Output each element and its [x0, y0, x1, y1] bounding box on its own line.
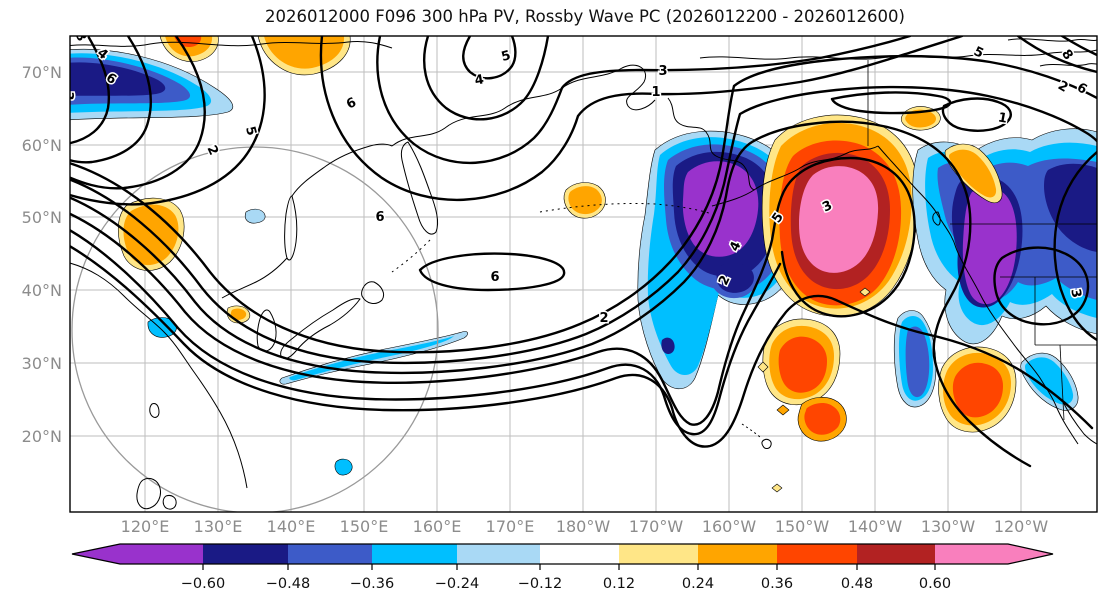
contour-label: 4 — [474, 72, 486, 88]
lon-tick-label: 160°E — [413, 517, 462, 536]
contour-label: 3 — [1067, 288, 1083, 300]
lat-tick-label: 30°N — [22, 354, 62, 373]
coastlines — [70, 38, 1097, 510]
colorbar-tick-label: 0.12 — [603, 576, 635, 592]
lat-tick-label: 60°N — [22, 136, 62, 155]
contour-label: 3 — [60, 91, 75, 100]
colorbar-tick-label: −0.48 — [266, 576, 310, 592]
colorbar: −0.60 −0.48 −0.36 −0.24 −0.12 0.12 0.24 … — [71, 543, 1054, 592]
colorbar-tick-label: −0.24 — [435, 576, 479, 592]
contour-label: 3 — [658, 64, 667, 79]
colorbar-right-arrow — [935, 544, 1053, 564]
lon-tick-label: 170°E — [486, 517, 535, 536]
contour-label: 1 — [651, 85, 660, 100]
lon-tick-label: 150°E — [340, 517, 389, 536]
colorbar-tick-label: 0.48 — [841, 576, 873, 592]
lon-tick-label: 170°W — [629, 517, 684, 536]
pv-contour-lines — [70, 36, 1097, 468]
latitude-axis: 70°N 60°N 50°N 40°N 30°N 20°N — [22, 63, 62, 446]
colorbar-tick-label: −0.12 — [518, 576, 562, 592]
lon-tick-label: 130°E — [194, 517, 243, 536]
lat-tick-label: 40°N — [22, 281, 62, 300]
lon-tick-label: 120°W — [994, 517, 1049, 536]
contour-label: 6 — [375, 210, 384, 225]
colorbar-tick-label: 0.36 — [761, 576, 793, 592]
contour-label: 6 — [490, 270, 499, 285]
verification-region-circle — [71, 146, 439, 512]
colorbar-tick-label: 0.60 — [919, 576, 951, 592]
contour-label: 2 — [599, 311, 608, 326]
lon-tick-label: 130°W — [921, 517, 976, 536]
lon-tick-label: 180°W — [556, 517, 611, 536]
chart-title: 2026012000 F096 300 hPa PV, Rossby Wave … — [265, 7, 905, 26]
lon-tick-label: 140°W — [848, 517, 903, 536]
lat-tick-label: 70°N — [22, 63, 62, 82]
contour-label: 8 — [71, 29, 88, 44]
contour-label: 1 — [997, 110, 1009, 126]
longitude-axis: 120°E 130°E 140°E 150°E 160°E 170°E 180°… — [121, 517, 1049, 536]
lon-tick-label: 150°W — [775, 517, 830, 536]
lat-tick-label: 20°N — [22, 427, 62, 446]
shaded-anomaly-fields — [70, 36, 1097, 493]
colorbar-tick-labels: −0.60 −0.48 −0.36 −0.24 −0.12 0.12 0.24 … — [181, 576, 951, 592]
lon-tick-label: 120°E — [121, 517, 170, 536]
colorbar-tick-label: 0.24 — [682, 576, 714, 592]
lon-tick-label: 160°W — [702, 517, 757, 536]
lat-tick-label: 50°N — [22, 208, 62, 227]
colorbar-ticks — [202, 564, 936, 570]
colorbar-tick-label: −0.36 — [350, 576, 394, 592]
map-frame — [69, 35, 1098, 513]
colorbar-outline — [71, 543, 1054, 565]
lon-tick-label: 140°E — [267, 517, 316, 536]
colorbar-left-arrow — [72, 544, 203, 564]
colorbar-tick-label: −0.60 — [181, 576, 225, 592]
